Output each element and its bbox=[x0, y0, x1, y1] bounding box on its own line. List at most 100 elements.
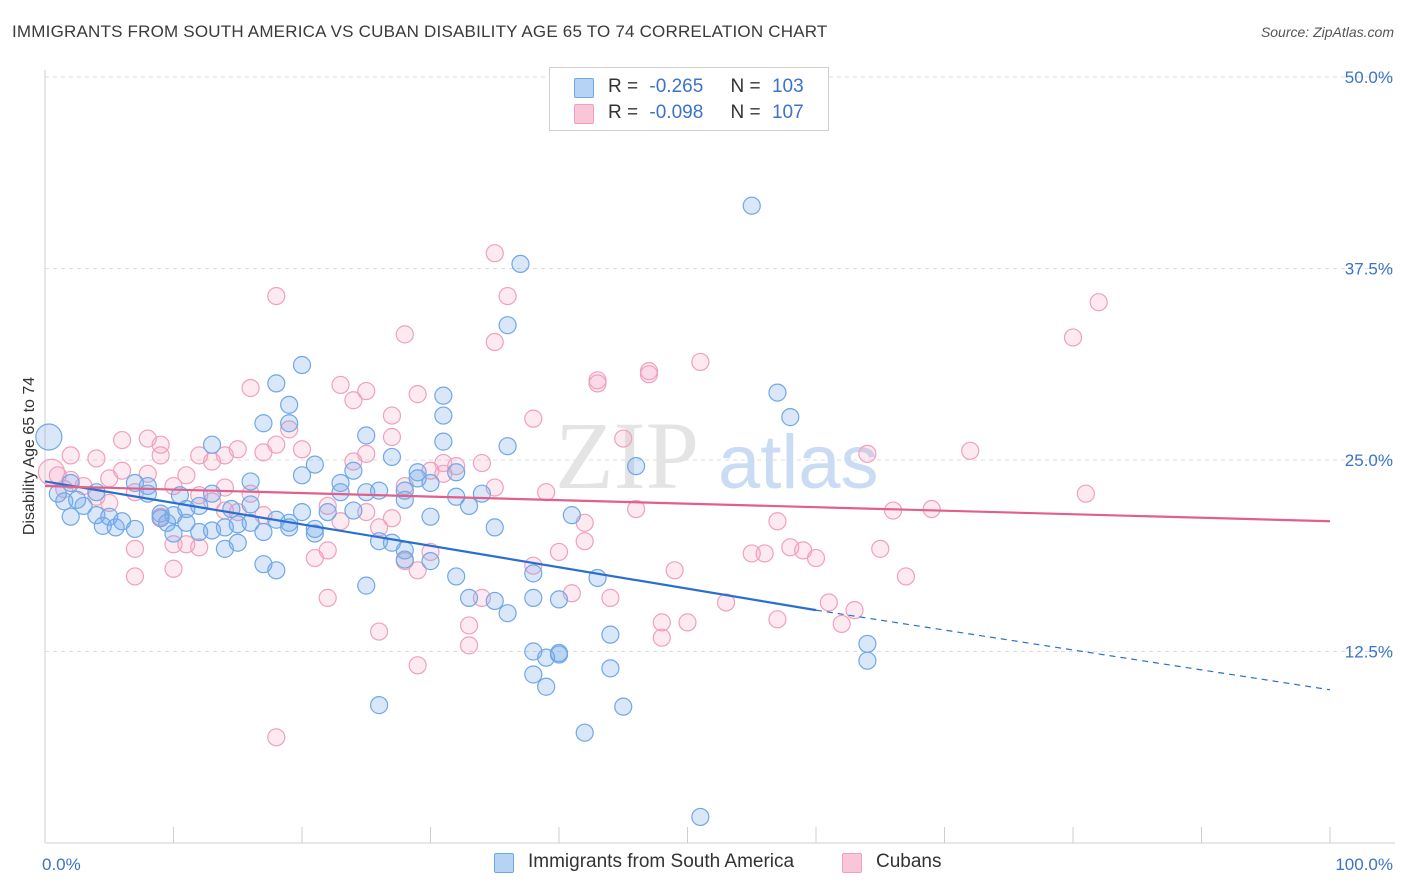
bottom-legend-label-cubans: Cubans bbox=[876, 851, 942, 872]
data-point bbox=[806, 548, 826, 568]
data-point bbox=[357, 381, 376, 401]
data-point bbox=[421, 552, 440, 571]
bottom-legend-swatch-south-america bbox=[494, 853, 514, 873]
data-point bbox=[267, 561, 286, 580]
data-point bbox=[652, 628, 671, 647]
data-point bbox=[549, 542, 569, 562]
data-point bbox=[331, 375, 350, 395]
data-point bbox=[318, 502, 337, 522]
y-tick-label: 37.5% bbox=[1345, 260, 1393, 279]
data-point bbox=[267, 286, 286, 306]
correlation-legend: R = -0.265 N = 103 R = -0.098 N = 107 bbox=[549, 67, 829, 131]
data-point bbox=[1089, 293, 1108, 312]
data-point bbox=[267, 728, 286, 747]
data-point bbox=[614, 697, 633, 716]
data-point bbox=[498, 604, 517, 623]
data-point bbox=[370, 622, 389, 641]
data-point bbox=[691, 352, 710, 372]
data-point bbox=[755, 544, 774, 563]
data-point bbox=[472, 484, 491, 503]
data-point bbox=[421, 542, 440, 562]
data-point bbox=[61, 507, 80, 526]
data-point bbox=[267, 374, 286, 393]
data-point bbox=[858, 444, 877, 463]
bottom-legend-swatch-cubans bbox=[842, 853, 862, 873]
data-point bbox=[280, 414, 299, 433]
data-point bbox=[222, 499, 241, 519]
data-point bbox=[408, 385, 427, 404]
data-point bbox=[549, 643, 569, 663]
legend-swatch-south-america bbox=[574, 78, 594, 98]
data-point bbox=[305, 524, 324, 543]
data-point bbox=[537, 483, 556, 502]
data-point bbox=[280, 395, 299, 414]
data-point bbox=[305, 455, 324, 474]
data-point bbox=[408, 463, 427, 482]
data-point bbox=[524, 588, 543, 607]
data-point bbox=[112, 461, 132, 480]
data-point bbox=[511, 254, 530, 274]
data-point bbox=[318, 541, 337, 560]
data-point bbox=[395, 490, 414, 509]
data-point bbox=[639, 362, 659, 381]
data-point bbox=[344, 391, 363, 410]
data-point bbox=[125, 567, 145, 586]
data-point bbox=[74, 496, 93, 516]
data-point bbox=[408, 656, 427, 675]
data-point bbox=[562, 506, 581, 525]
data-point bbox=[125, 539, 145, 558]
data-point bbox=[626, 457, 646, 476]
chart-source: Source: ZipAtlas.com bbox=[1260, 24, 1394, 40]
data-point bbox=[100, 493, 119, 512]
data-point bbox=[228, 533, 247, 552]
chart-title: IMMIGRANTS FROM SOUTH AMERICA VS CUBAN D… bbox=[12, 22, 828, 41]
data-point bbox=[421, 507, 440, 526]
data-point bbox=[742, 196, 761, 215]
data-point bbox=[164, 559, 183, 578]
data-point bbox=[459, 588, 479, 607]
data-point bbox=[524, 665, 543, 684]
watermark-atlas: atlas bbox=[718, 420, 879, 505]
data-point bbox=[485, 591, 504, 611]
data-point bbox=[459, 616, 479, 635]
data-point bbox=[742, 544, 761, 563]
data-point bbox=[768, 383, 787, 402]
data-point bbox=[357, 444, 376, 463]
data-point bbox=[318, 496, 337, 516]
data-point bbox=[382, 447, 402, 467]
grid-lines bbox=[45, 76, 1395, 652]
data-point bbox=[177, 466, 196, 485]
data-point bbox=[241, 495, 260, 514]
data-point bbox=[858, 651, 877, 670]
legend-r-label: R = bbox=[608, 76, 639, 97]
data-point bbox=[961, 441, 980, 460]
data-point bbox=[164, 535, 183, 554]
data-point bbox=[524, 564, 543, 583]
data-point bbox=[485, 518, 504, 537]
data-point bbox=[601, 625, 620, 644]
data-point bbox=[87, 449, 106, 468]
y-tick-label: 50.0% bbox=[1345, 68, 1393, 87]
data-point bbox=[498, 286, 517, 306]
data-point bbox=[459, 496, 479, 516]
data-point bbox=[395, 550, 414, 569]
data-point bbox=[716, 593, 736, 612]
data-point bbox=[151, 446, 170, 465]
data-point bbox=[331, 473, 350, 493]
data-point bbox=[202, 435, 222, 454]
data-point bbox=[524, 409, 543, 428]
data-point bbox=[292, 466, 312, 485]
data-point bbox=[1063, 328, 1083, 347]
y-tick-label: 25.0% bbox=[1345, 451, 1393, 470]
data-point bbox=[254, 522, 273, 542]
data-point bbox=[202, 484, 222, 503]
data-point bbox=[177, 513, 196, 532]
data-point bbox=[485, 244, 504, 263]
data-point bbox=[549, 590, 569, 609]
data-point bbox=[498, 437, 517, 456]
data-point bbox=[382, 406, 402, 425]
legend-n-value: 107 bbox=[771, 102, 804, 123]
data-point bbox=[601, 588, 620, 607]
data-point bbox=[370, 518, 389, 537]
